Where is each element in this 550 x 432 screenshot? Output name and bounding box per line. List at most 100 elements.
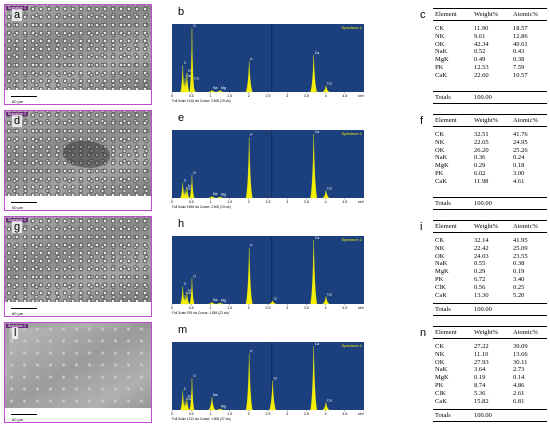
eds-plot-area: [172, 342, 364, 410]
sem-scale-label: 60 µm: [12, 417, 24, 422]
eds-peak: [322, 296, 330, 305]
cell-element: OK: [435, 40, 445, 48]
panel-label: f: [420, 115, 424, 127]
table-header: Element Weight% Atomic%: [433, 221, 547, 233]
totals-label: Totals: [435, 94, 451, 101]
eds-peak-label: Ca: [186, 74, 191, 78]
eds-x-tick-label: 2: [248, 412, 250, 416]
cell-weight: 12.53: [474, 63, 489, 71]
eds-x-tick-label: 4.5: [342, 94, 347, 98]
cell-element: NaK: [435, 260, 448, 268]
eds-peak: [216, 89, 224, 93]
table-row: OK 24.03 23.55: [433, 253, 547, 261]
eds-x-tick-label: 3: [286, 200, 288, 204]
cell-element: MgK: [435, 374, 449, 382]
eds-spectrum: C Ca N O Na Mg P Cl Ca Ca Spectrum 1 0 0.5 1 1.5 2 2.5 3 3…: [168, 232, 368, 316]
header-atomic: Atomic%: [513, 223, 538, 230]
cell-atomic: 2.61: [513, 389, 525, 397]
cell-element: OK: [435, 146, 445, 154]
eds-peak: [184, 292, 190, 305]
eds-x-tick-label: 1: [209, 94, 211, 98]
table-row: NaK 0.55 0.38: [433, 260, 547, 268]
eds-peak: [184, 187, 190, 199]
eds-peak-label: Mg: [221, 299, 226, 303]
eds-legend: Spectrum 1: [342, 131, 363, 136]
eds-peak-label: Ca: [327, 398, 332, 402]
table-header: Element Weight% Atomic%: [433, 9, 547, 21]
header-element: Element: [435, 223, 457, 230]
eds-peak-label: Cl: [274, 297, 278, 301]
totals-label: Totals: [435, 306, 451, 313]
eds-x-tick-label: 3.5: [304, 200, 309, 204]
cell-atomic: 49.61: [513, 40, 528, 48]
table-row: NK 11.10 13.66: [433, 351, 547, 359]
eds-peak: [322, 402, 330, 411]
cell-element: ClK: [435, 389, 446, 397]
cell-atomic: 0.14: [513, 374, 525, 382]
eds-peak-label: Ca: [315, 51, 320, 55]
cell-atomic: 0.24: [513, 154, 525, 162]
eds-peak-label: C: [184, 61, 187, 65]
header-weight: Weight%: [474, 11, 499, 18]
eds-legend: Spectrum 1: [342, 25, 363, 30]
totals-value: 100.00: [474, 306, 492, 313]
eds-peak-label: Na: [213, 393, 218, 397]
eds-peak: [245, 353, 253, 411]
cell-element: NK: [435, 32, 445, 40]
panel-label: n: [420, 327, 427, 339]
table-row: MgK 0.29 0.18: [433, 162, 547, 170]
table-body: CK 11.90 18.57 NK 9.61 12.86 OK 42.34 49.61 NaK 0.…: [433, 25, 547, 80]
sem-scale-label: 60 µm: [12, 99, 24, 104]
eds-x-unit: keV: [358, 200, 365, 204]
cell-element: MgK: [435, 56, 449, 64]
cell-weight: 0.19: [474, 374, 486, 382]
sem-texture: [5, 217, 151, 303]
table-body: CK 32.51 41.76 NK 22.65 24.95 OK 26.20 25.26 NaK 0…: [433, 131, 547, 186]
eds-peak: [322, 190, 330, 199]
totals-value: 100.00: [474, 200, 492, 207]
eds-x-unit: keV: [358, 94, 365, 98]
table-row: PK 12.53 7.59: [433, 64, 547, 72]
totals-value: 100.00: [474, 412, 492, 419]
eds-peak: [189, 377, 195, 411]
eds-peak-label: P: [250, 244, 253, 248]
eds-x-tick-label: 3.5: [304, 412, 309, 416]
eds-peak-label: P: [250, 350, 253, 354]
sem-texture: [5, 111, 151, 197]
cell-atomic: 18.57: [513, 25, 528, 32]
cell-element: PK: [435, 169, 444, 177]
table-body: CK 32.14 41.95 NK 22.42 25.09 OK 24.03 23.55 NaK 0…: [433, 237, 547, 299]
panel-label: e: [178, 112, 185, 124]
table-row: OK 26.20 25.26: [433, 147, 547, 155]
totals-value: 100.00: [474, 94, 492, 101]
eds-peak: [208, 397, 216, 411]
cell-weight: 0.29: [474, 268, 486, 276]
eds-plot-area: [172, 236, 364, 304]
eds-x-tick-label: 1.5: [227, 94, 232, 98]
panel-label: c: [420, 9, 426, 21]
eds-x-tick-label: 2.5: [266, 94, 271, 98]
eds-peak-label: C: [184, 387, 187, 391]
totals-label: Totals: [435, 412, 451, 419]
table-row: NaK 0.36 0.24: [433, 154, 547, 162]
cell-weight: 22.65: [474, 138, 489, 146]
composition-table: Element Weight% Atomic% CK 11.90 18.57 NK 9.61 1…: [433, 8, 547, 104]
eds-peak-label: N: [188, 288, 191, 292]
sem-scale-bar: [11, 96, 37, 97]
cell-atomic: 4.61: [513, 177, 525, 185]
table-row: PK 6.02 3.00: [433, 170, 547, 178]
header-weight: Weight%: [474, 329, 499, 336]
header-element: Element: [435, 329, 457, 336]
cell-atomic: 7.59: [513, 63, 525, 71]
eds-x-tick-label: 0: [171, 412, 173, 416]
eds-peak: [189, 278, 195, 305]
figure-row: Spectrum 1 60 µm l m C Ca N O Na Mg P Cl Ca Ca Spectru…: [0, 322, 550, 426]
figure-row: Spectrum 1 60 µm a b C Ca O N Ca Na Mg P Ca Ca Spectru…: [0, 4, 550, 108]
eds-x-tick-label: 4.5: [342, 200, 347, 204]
eds-peak-label: O: [193, 374, 196, 378]
cell-element: NaK: [435, 48, 448, 56]
panel-label: h: [178, 218, 185, 230]
cell-weight: 26.20: [474, 146, 489, 154]
